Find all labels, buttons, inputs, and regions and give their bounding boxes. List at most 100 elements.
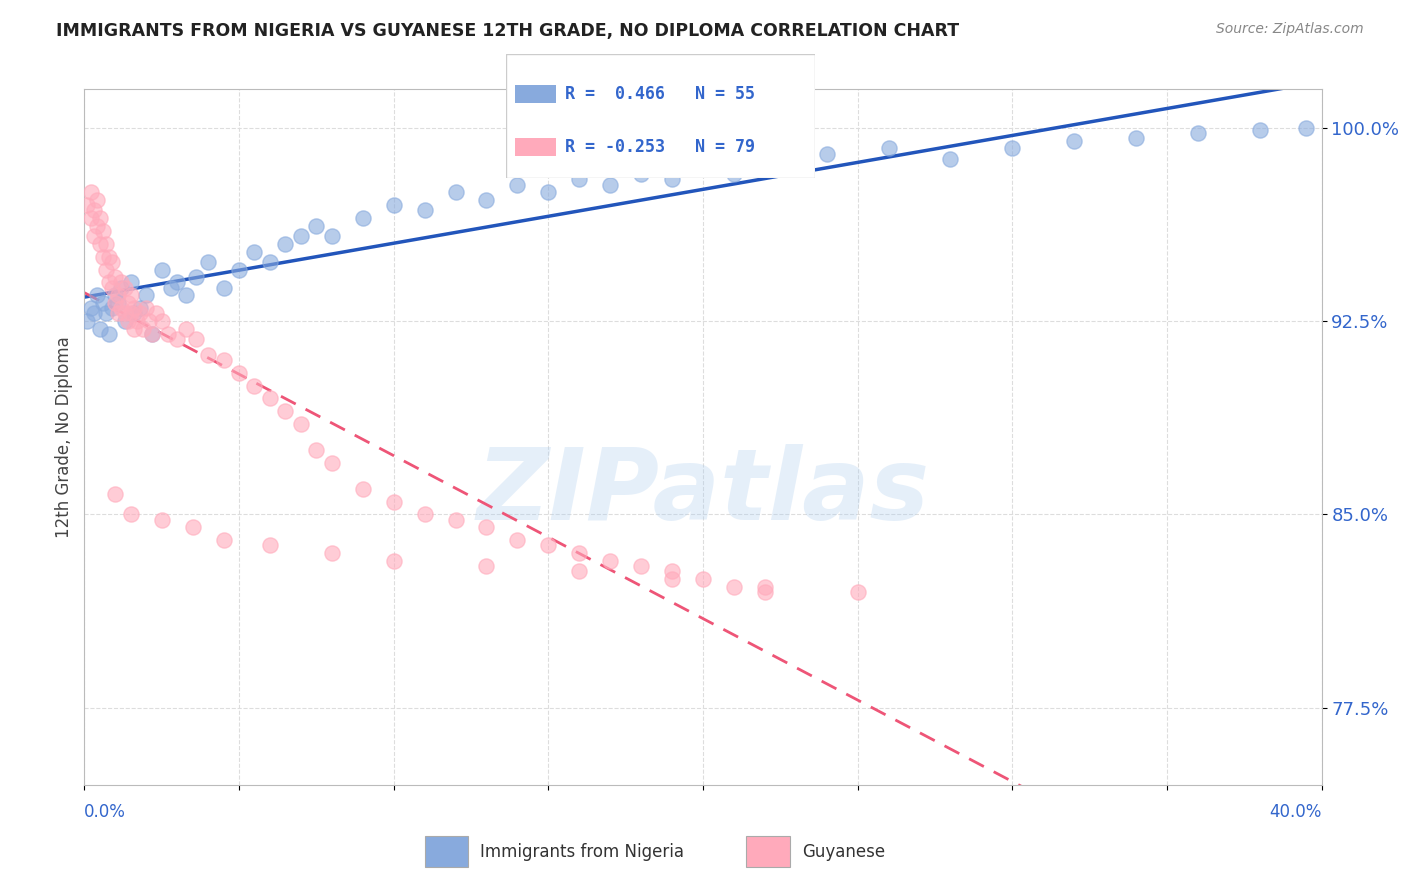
Point: [568, 172, 591, 186]
Point: [98, 250, 121, 264]
Point: [305, 442, 328, 457]
Point: [321, 546, 343, 560]
Text: Source: ZipAtlas.com: Source: ZipAtlas.com: [1216, 22, 1364, 37]
Point: [413, 203, 436, 218]
Point: [181, 520, 204, 534]
Bar: [425, 837, 468, 867]
Point: [110, 276, 132, 290]
Point: [259, 255, 281, 269]
Point: [114, 306, 136, 320]
Point: [160, 280, 183, 294]
Text: Guyanese: Guyanese: [801, 843, 886, 861]
Point: [212, 280, 235, 294]
Point: [110, 280, 132, 294]
Point: [475, 193, 498, 207]
Point: [104, 270, 127, 285]
Point: [107, 296, 129, 310]
Point: [166, 332, 188, 346]
Point: [259, 392, 281, 406]
Point: [228, 262, 250, 277]
Point: [91, 250, 114, 264]
Point: [76, 198, 98, 212]
Point: [599, 554, 621, 568]
Point: [110, 301, 132, 316]
Point: [274, 404, 297, 418]
Point: [91, 296, 114, 310]
Point: [141, 326, 163, 341]
Point: [661, 564, 683, 578]
Point: [176, 288, 198, 302]
Point: [630, 558, 652, 573]
Text: IMMIGRANTS FROM NIGERIA VS GUYANESE 12TH GRADE, NO DIPLOMA CORRELATION CHART: IMMIGRANTS FROM NIGERIA VS GUYANESE 12TH…: [56, 22, 959, 40]
Point: [166, 276, 188, 290]
Point: [94, 236, 117, 251]
Text: R = -0.253   N = 79: R = -0.253 N = 79: [565, 138, 755, 156]
Point: [537, 538, 560, 552]
Point: [754, 152, 776, 166]
Point: [692, 160, 714, 174]
Y-axis label: 12th Grade, No Diploma: 12th Grade, No Diploma: [55, 336, 73, 538]
Point: [104, 487, 127, 501]
Point: [846, 584, 869, 599]
Point: [243, 244, 266, 259]
Point: [723, 580, 745, 594]
Point: [79, 186, 101, 200]
Point: [150, 262, 173, 277]
Point: [1249, 123, 1271, 137]
Point: [1001, 141, 1024, 155]
Point: [1063, 134, 1085, 148]
Bar: [747, 837, 790, 867]
Point: [89, 322, 111, 336]
Point: [83, 203, 105, 218]
Point: [89, 211, 111, 225]
Point: [212, 352, 235, 367]
Point: [815, 146, 838, 161]
Point: [86, 288, 108, 302]
Point: [83, 229, 105, 244]
Point: [506, 533, 529, 548]
Point: [125, 314, 148, 328]
Point: [184, 270, 207, 285]
Point: [104, 288, 127, 302]
Point: [352, 482, 374, 496]
Point: [723, 167, 745, 181]
Point: [156, 326, 179, 341]
Point: [98, 276, 121, 290]
Point: [382, 494, 405, 508]
Point: [444, 512, 467, 526]
Point: [150, 314, 173, 328]
Point: [120, 306, 142, 320]
Point: [228, 366, 250, 380]
Point: [568, 546, 591, 560]
Point: [122, 322, 145, 336]
Point: [568, 564, 591, 578]
Point: [145, 306, 167, 320]
Point: [129, 306, 152, 320]
Point: [76, 314, 98, 328]
Point: [382, 554, 405, 568]
Point: [138, 314, 160, 328]
Point: [114, 280, 136, 294]
Point: [475, 520, 498, 534]
Point: [104, 296, 127, 310]
Bar: [516, 86, 555, 103]
Point: [176, 322, 198, 336]
Point: [692, 572, 714, 586]
Point: [79, 211, 101, 225]
Point: [290, 229, 312, 244]
Point: [877, 141, 900, 155]
Point: [129, 301, 152, 316]
Point: [243, 378, 266, 392]
Point: [94, 306, 117, 320]
Point: [86, 193, 108, 207]
Point: [754, 584, 776, 599]
Point: [101, 255, 124, 269]
Point: [94, 262, 117, 277]
Point: [135, 288, 157, 302]
Point: [537, 186, 560, 200]
Point: [120, 288, 142, 302]
Point: [661, 172, 683, 186]
Point: [939, 152, 962, 166]
Point: [89, 236, 111, 251]
Point: [475, 558, 498, 573]
